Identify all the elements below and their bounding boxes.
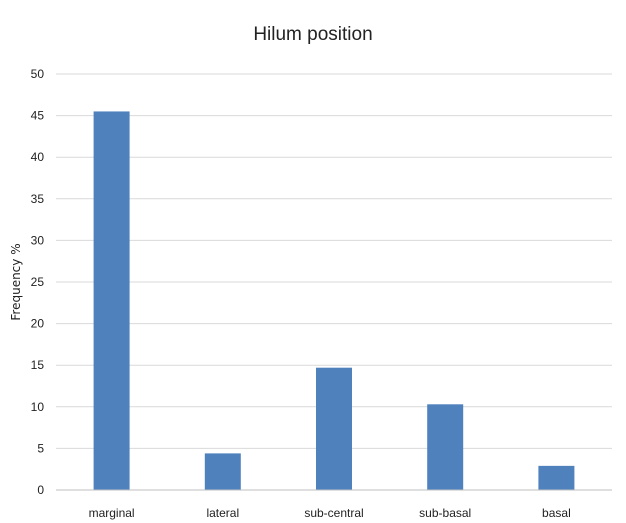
y-tick-label: 0 bbox=[37, 483, 44, 497]
y-tick-label: 50 bbox=[31, 67, 45, 81]
y-axis-label: Frequency % bbox=[9, 243, 23, 320]
y-tick-label: 20 bbox=[31, 317, 45, 331]
x-tick-label: sub-central bbox=[304, 506, 363, 520]
x-tick-label: sub-basal bbox=[419, 506, 471, 520]
y-tick-label: 45 bbox=[31, 109, 45, 123]
bar-basal bbox=[538, 465, 575, 490]
bars bbox=[93, 111, 575, 490]
bar-lateral bbox=[204, 453, 241, 490]
bar-marginal bbox=[93, 111, 130, 490]
y-axis-ticks: 0 5 10 15 20 25 30 35 40 45 50 bbox=[31, 67, 45, 497]
y-tick-label: 40 bbox=[31, 150, 45, 164]
y-tick-label: 5 bbox=[37, 441, 44, 455]
bar-sub-central bbox=[316, 367, 352, 490]
y-tick-label: 25 bbox=[31, 275, 45, 289]
x-tick-label: lateral bbox=[206, 506, 239, 520]
y-tick-label: 10 bbox=[31, 400, 45, 414]
x-tick-label: basal bbox=[542, 506, 571, 520]
gridlines bbox=[56, 73, 612, 449]
y-tick-label: 35 bbox=[31, 192, 45, 206]
x-tick-label: marginal bbox=[89, 506, 135, 520]
y-tick-label: 30 bbox=[31, 233, 45, 247]
y-tick-label: 15 bbox=[31, 358, 45, 372]
x-axis-ticks: marginal lateral sub-central sub-basal basal bbox=[89, 506, 571, 520]
chart-title: Hilum position bbox=[253, 24, 372, 45]
bar-sub-basal bbox=[427, 404, 464, 490]
